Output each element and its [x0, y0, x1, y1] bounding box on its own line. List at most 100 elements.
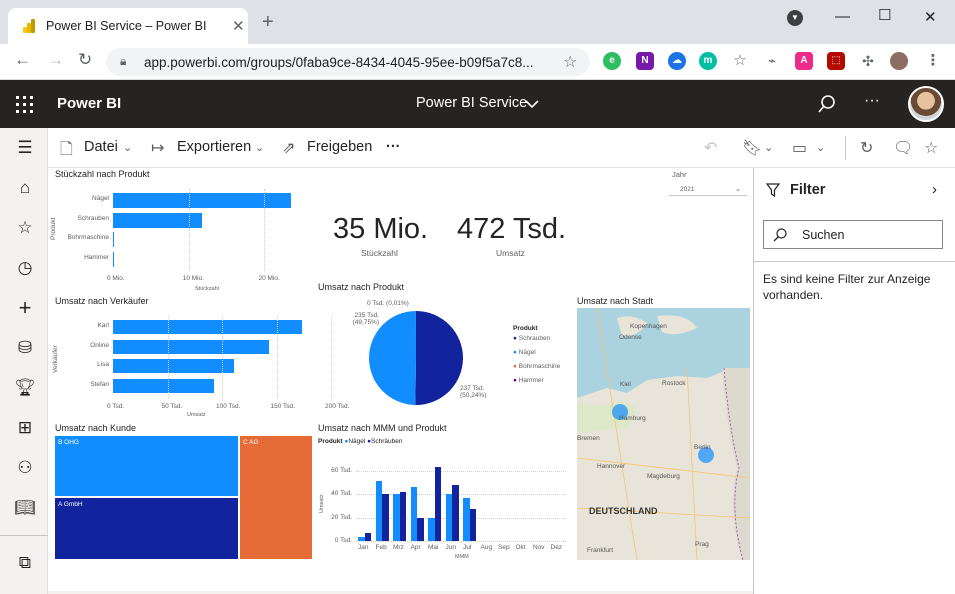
goals-icon[interactable]: 🏆︎ — [14, 378, 36, 397]
y-axis-title: Verkäufer — [52, 345, 59, 373]
slicer-dropdown[interactable]: 2021 ⌄ — [669, 183, 747, 196]
y-tick-label: 60 Tsd. — [331, 466, 352, 474]
favorite-star-icon[interactable]: ☆ — [924, 140, 939, 157]
minimize-icon[interactable]: — — [835, 8, 850, 25]
legend-dot-icon: ● — [513, 335, 519, 342]
column-bar — [358, 537, 365, 541]
canvas-scrollbar[interactable] — [48, 591, 753, 594]
datasets-icon[interactable]: ⛁ — [17, 338, 33, 357]
treemap-tile[interactable]: B OHG — [54, 435, 239, 497]
treemap-tile[interactable]: C AG — [239, 435, 313, 560]
category-label: Lisa — [97, 361, 109, 368]
category-label: Bohrmaschine — [67, 234, 109, 241]
category-label: Stefan — [90, 380, 109, 388]
learn-icon[interactable]: 📖︎ — [14, 498, 36, 517]
pdf-icon[interactable]: ⬚ — [827, 52, 845, 70]
bar — [113, 359, 234, 373]
m-extension-icon[interactable]: m — [699, 52, 717, 70]
gridline — [331, 316, 332, 399]
pie-label-bohrmaschine: 0 Tsd. (0,01%) — [367, 300, 409, 307]
view-icon[interactable]: ▭ — [792, 140, 808, 157]
legend-item: Nägel — [348, 438, 366, 445]
app-launcher-icon[interactable] — [16, 96, 33, 113]
visual-title: Umsatz nach Verkäufer — [55, 296, 149, 306]
more-options-icon[interactable]: ··· — [864, 92, 880, 109]
browser-menu-icon[interactable]: ⋮ — [925, 52, 941, 69]
toolbar-more-icon[interactable]: ··· — [386, 139, 401, 155]
workspace-name[interactable]: Power BI Service — [416, 95, 528, 111]
omnibox[interactable]: 🔒︎ app.powerbi.com/groups/0faba9ce-8434-… — [106, 48, 590, 76]
browser-tab[interactable]: Power BI Service – Power BI ✕ — [8, 8, 248, 44]
home-icon[interactable]: ⌂ — [19, 178, 31, 197]
menu-icon[interactable]: ☰ — [17, 138, 33, 157]
pie-chart — [368, 311, 463, 405]
file-chevron-icon[interactable]: ⌄ — [123, 142, 133, 154]
bookmark-chevron-icon[interactable]: ⌄ — [764, 142, 774, 154]
column-bar — [434, 467, 441, 541]
favorites-add-icon[interactable]: ☆ — [733, 52, 747, 69]
recent-icon[interactable]: ◷ — [17, 258, 33, 277]
maximize-icon[interactable]: ☐ — [878, 7, 892, 24]
x-tick-label: 0 Tsd. — [107, 403, 125, 410]
bookmark-star-icon[interactable]: ☆ — [563, 54, 578, 71]
pie-slice[interactable] — [368, 311, 416, 405]
user-avatar[interactable] — [908, 86, 944, 122]
legend-dot-icon: ● — [513, 349, 519, 356]
rss-icon[interactable]: ⌁ — [768, 53, 776, 68]
undo-icon[interactable]: ↶ — [704, 140, 718, 157]
bookmark-icon[interactable]: 🔖︎ — [742, 140, 763, 157]
search-icon[interactable] — [817, 94, 837, 114]
x-axis-title: Umsatz — [187, 412, 206, 418]
filter-icon — [766, 183, 780, 197]
x-tick-label: 200 Tsd. — [325, 403, 350, 410]
share-button[interactable]: Freigeben — [307, 139, 373, 155]
refresh-icon[interactable]: ↻ — [860, 140, 874, 157]
profile-avatar-icon[interactable] — [890, 52, 908, 70]
cloud-icon[interactable]: ☁ — [668, 52, 686, 70]
slicer-chevron-icon[interactable]: ⌄ — [735, 186, 741, 193]
legend-item: ● Schrauben — [513, 335, 550, 342]
x-tick-label: Okt — [515, 544, 526, 551]
favorites-icon[interactable]: ☆ — [17, 218, 33, 237]
chevron-down-icon[interactable] — [525, 100, 539, 109]
extensions-puzzle-icon[interactable]: ✣ — [862, 53, 874, 69]
x-tick-label: 20 Mio. — [258, 275, 280, 282]
evernote-icon[interactable]: e — [603, 52, 621, 70]
map-label: Magdeburg — [647, 473, 680, 480]
workspaces-icon[interactable]: ⧉ — [18, 553, 32, 572]
bar — [113, 232, 114, 247]
map-view[interactable]: Kopenhagen Odense Kiel Rostock Hamburg B… — [577, 308, 750, 560]
reload-icon[interactable]: ↻ — [78, 50, 93, 69]
create-icon[interactable]: + — [18, 295, 32, 320]
x-tick-label: Jan — [358, 544, 369, 551]
toolbar-divider — [845, 136, 846, 160]
map-label: Rostock — [662, 380, 686, 387]
close-tab-icon[interactable]: ✕ — [232, 18, 245, 35]
collapse-chevron-icon[interactable]: › — [932, 181, 937, 198]
x-tick-label: Jun — [445, 544, 456, 551]
treemap-tile[interactable]: A GmbH — [54, 497, 239, 560]
app-name[interactable]: Power BI — [57, 95, 122, 112]
legend-label: Schrauben — [518, 335, 551, 342]
apps-icon[interactable]: ⊞ — [17, 418, 33, 437]
file-menu[interactable]: Datei — [84, 139, 118, 155]
url-text[interactable]: app.powerbi.com/groups/0faba9ce-8434-404… — [144, 55, 534, 70]
new-tab-icon[interactable]: + — [262, 11, 274, 33]
acrobat-a-icon[interactable]: A — [795, 52, 813, 70]
export-chevron-icon[interactable]: ⌄ — [255, 142, 265, 154]
forward-icon[interactable]: → — [47, 50, 64, 69]
x-axis-title: Stückzahl — [195, 286, 219, 292]
filter-search-input[interactable]: Suchen — [763, 220, 943, 249]
profile-dropdown-icon[interactable]: ▼ — [787, 10, 803, 26]
comment-icon[interactable]: 🗨︎ — [893, 140, 914, 157]
onenote-icon[interactable]: N — [636, 52, 654, 70]
pie-label-naegel: 235 Tsd. (49,75%) — [352, 312, 379, 326]
window-close-icon[interactable]: ✕ — [924, 9, 937, 26]
pie-slice[interactable] — [415, 311, 463, 405]
shared-icon[interactable]: ⚇ — [17, 458, 33, 477]
back-icon[interactable]: ← — [14, 50, 31, 69]
report-canvas: Stückzahl nach Produkt Produkt Nägel Schr… — [48, 168, 753, 594]
export-menu[interactable]: Exportieren — [177, 139, 252, 155]
view-chevron-icon[interactable]: ⌄ — [816, 142, 826, 154]
bar — [113, 378, 215, 393]
